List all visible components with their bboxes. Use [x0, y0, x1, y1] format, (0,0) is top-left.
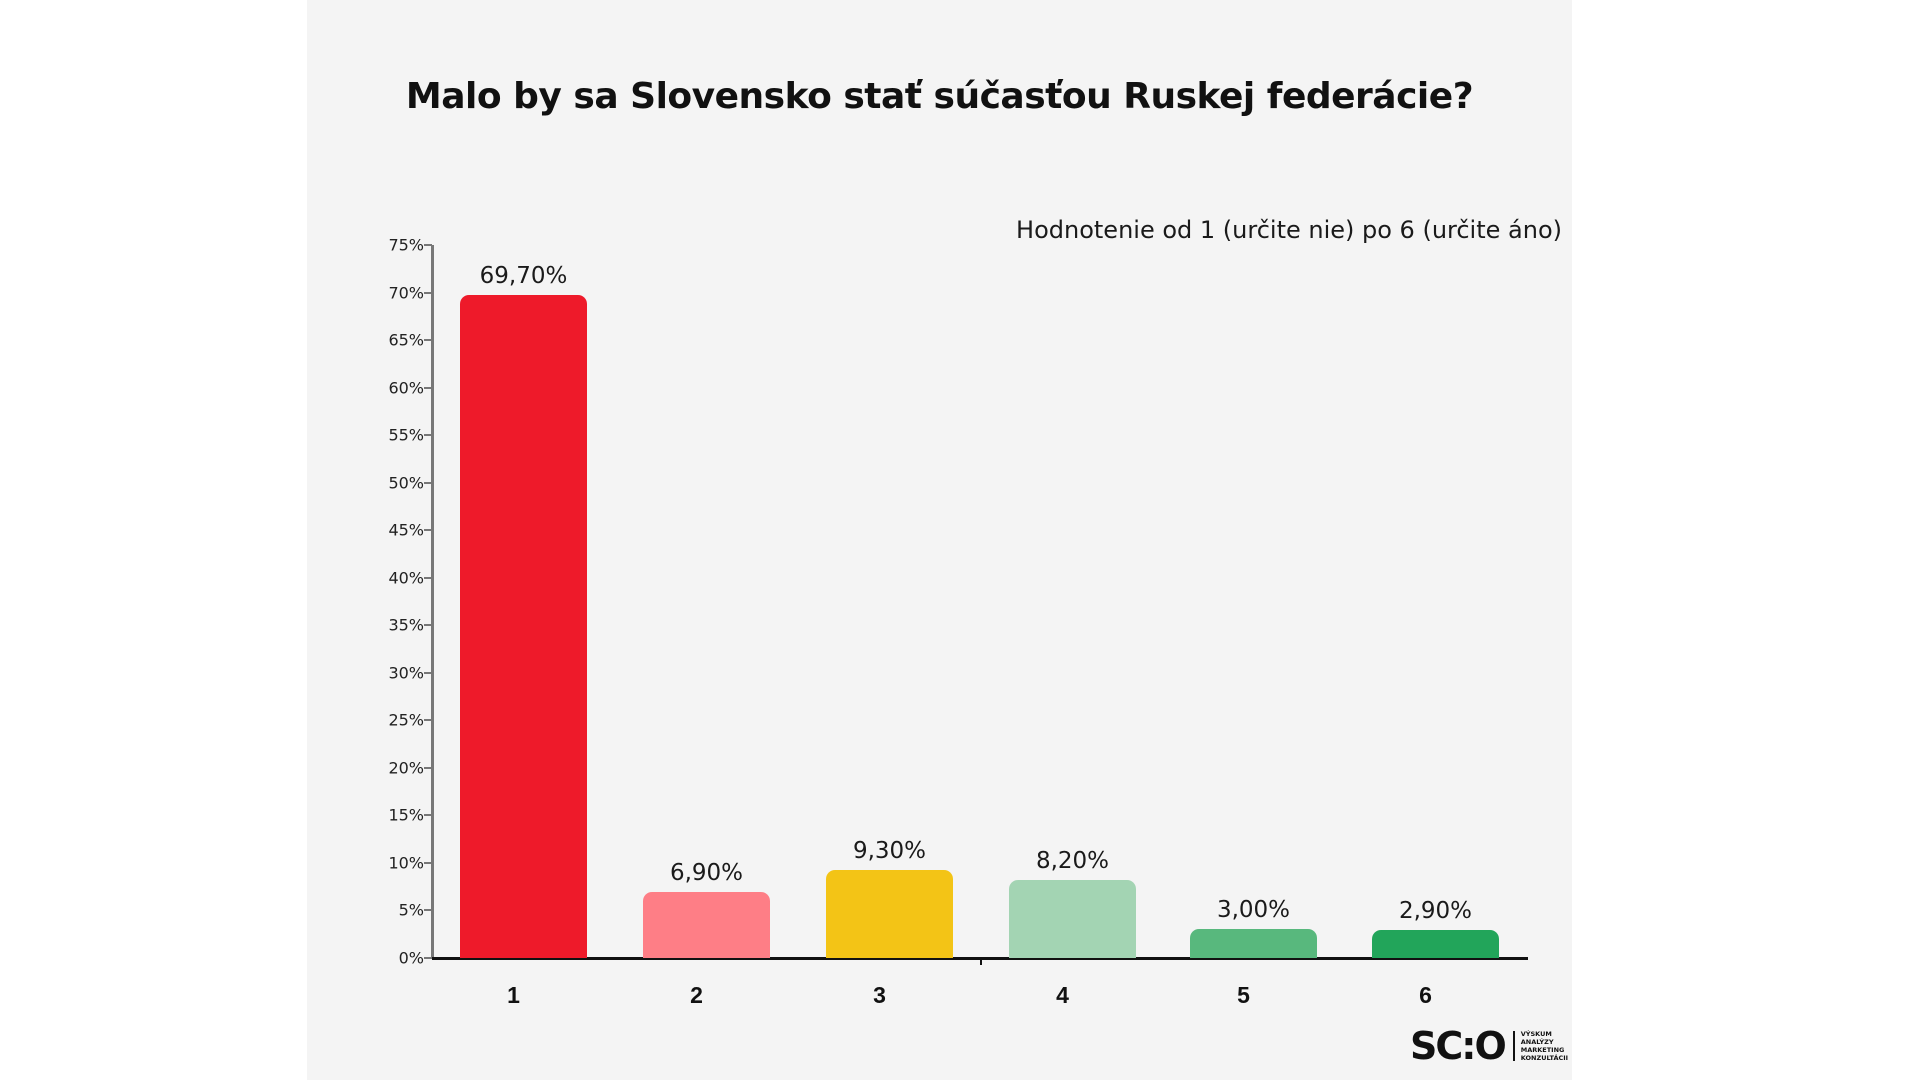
y-tick-label: 20%	[388, 758, 424, 778]
bar-value-label: 2,90%	[1398, 898, 1473, 925]
y-tick-mark	[424, 481, 432, 484]
y-tick-mark	[424, 719, 432, 722]
y-tick-label: 60%	[388, 378, 424, 398]
scio-logo: SC:O VÝSKUM ANALÝZY MARKETING KONZULTÁCI…	[1410, 1024, 1568, 1068]
y-tick-mark	[424, 624, 432, 627]
y-tick-mark	[424, 244, 432, 246]
bar-1	[460, 295, 587, 958]
logo-divider	[1512, 1031, 1515, 1061]
x-category-label: 1	[507, 982, 520, 1008]
y-tick-label: 0%	[398, 948, 424, 968]
logo-tagline: VÝSKUM ANALÝZY MARKETING KONZULTÁCII	[1521, 1030, 1568, 1062]
y-tick-label: 40%	[388, 568, 424, 588]
y-tick-label: 55%	[388, 425, 424, 445]
y-tick-label: 35%	[388, 615, 424, 635]
x-category-label: 2	[690, 982, 703, 1008]
y-tick-mark	[424, 766, 432, 769]
y-tick-mark	[424, 576, 432, 579]
bar-2	[643, 892, 770, 958]
y-tick-label: 25%	[388, 710, 424, 730]
y-tick-label: 45%	[388, 520, 424, 540]
logo-mark: SC:O	[1410, 1024, 1507, 1068]
y-tick-label: 50%	[388, 473, 424, 493]
logo-line: ANALÝZY	[1520, 1038, 1554, 1046]
bar-3	[826, 869, 953, 958]
y-tick-label: 10%	[388, 853, 424, 873]
y-tick-mark	[424, 814, 432, 817]
y-tick-mark	[424, 671, 432, 674]
bar-value-label: 3,00%	[1216, 897, 1291, 924]
bar-value-label: 9,30%	[852, 837, 927, 864]
y-tick-mark	[424, 291, 432, 294]
y-tick-mark	[424, 861, 432, 864]
x-category-label: 4	[1056, 982, 1069, 1008]
y-tick-mark	[424, 434, 432, 437]
logo-line: VÝSKUM	[1520, 1030, 1552, 1038]
logo-line: MARKETING	[1520, 1046, 1565, 1054]
bar-value-label: 6,90%	[669, 860, 744, 887]
y-axis	[431, 245, 434, 959]
y-tick-mark	[424, 529, 432, 532]
x-category-label: 6	[1419, 982, 1432, 1008]
logo-line: KONZULTÁCII	[1520, 1054, 1569, 1062]
y-tick-mark	[424, 957, 432, 959]
y-tick-mark	[424, 339, 432, 342]
bar-value-label: 8,20%	[1035, 848, 1110, 875]
y-tick-label: 75%	[388, 235, 424, 255]
x-category-label: 5	[1237, 982, 1250, 1008]
y-tick-label: 65%	[388, 330, 424, 350]
y-tick-mark	[424, 386, 432, 389]
bar-value-label: 69,70%	[479, 263, 568, 290]
bar-4	[1009, 880, 1136, 958]
y-tick-label: 5%	[398, 900, 424, 920]
chart-title: Malo by sa Slovensko stať súčasťou Ruske…	[405, 76, 1474, 117]
y-tick-mark	[424, 909, 432, 912]
x-axis-tick	[980, 958, 982, 965]
bar-6	[1372, 930, 1499, 958]
y-tick-label: 30%	[388, 663, 424, 683]
y-tick-label: 70%	[388, 283, 424, 303]
x-category-label: 3	[873, 982, 886, 1008]
bar-5	[1190, 929, 1317, 958]
chart-subtitle: Hodnotenie od 1 (určite nie) po 6 (určit…	[1016, 216, 1562, 244]
y-tick-label: 15%	[388, 805, 424, 825]
